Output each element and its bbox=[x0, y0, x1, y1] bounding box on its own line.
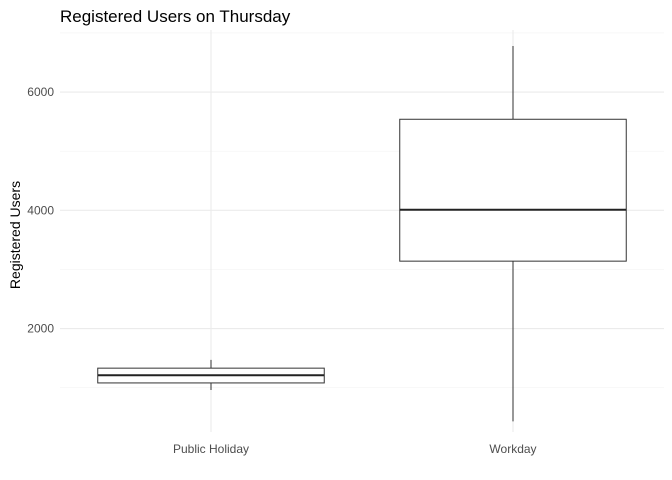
y-axis-ticks: 2000 4000 6000 bbox=[27, 85, 54, 335]
x-axis-ticks: Public Holiday Workday bbox=[173, 442, 537, 456]
y-tick-label: 2000 bbox=[27, 322, 54, 336]
iqr-box bbox=[399, 118, 627, 262]
chart-title: Registered Users on Thursday bbox=[60, 7, 291, 26]
y-tick-label: 6000 bbox=[27, 85, 54, 99]
box-public-holiday bbox=[97, 359, 325, 391]
box-workday bbox=[399, 45, 627, 422]
x-tick-label: Public Holiday bbox=[173, 442, 249, 456]
y-axis-label: Registered Users bbox=[7, 181, 23, 289]
box-series bbox=[97, 45, 627, 422]
x-tick-label: Workday bbox=[489, 442, 536, 456]
y-tick-label: 4000 bbox=[27, 203, 54, 217]
